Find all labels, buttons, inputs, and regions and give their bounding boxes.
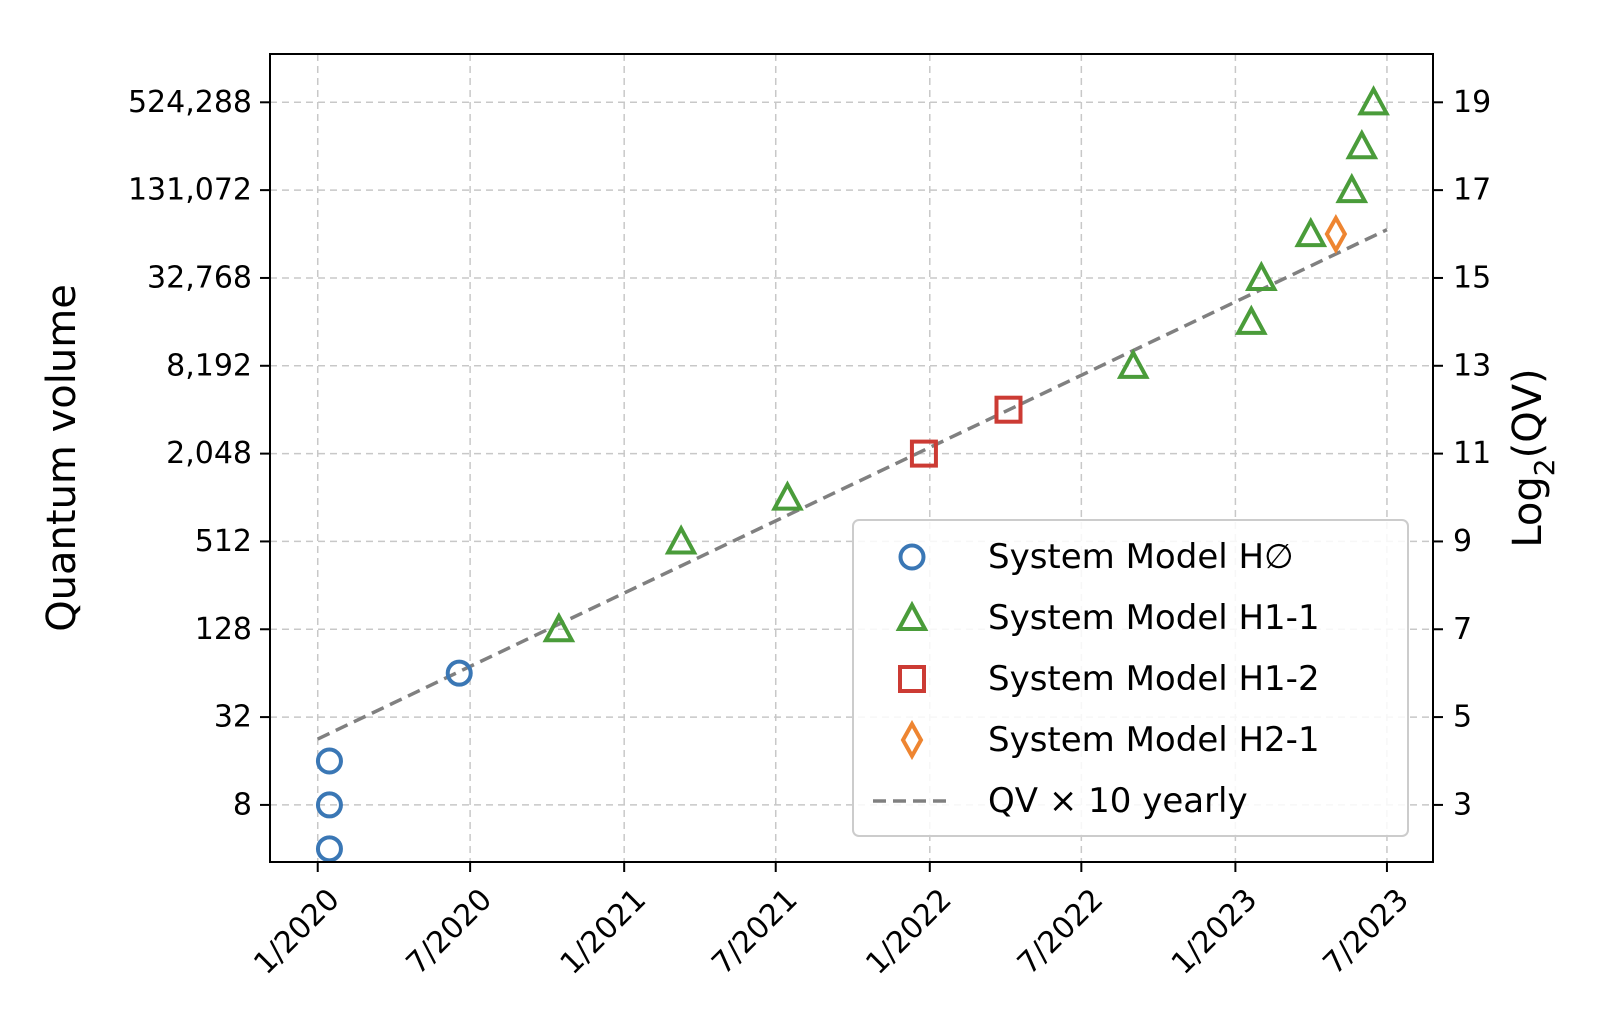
trend-line-layer <box>316 228 1388 741</box>
left-y-tick-label: 32,768 <box>147 260 252 295</box>
legend-swatch-square <box>898 665 926 693</box>
data-point-triangle <box>1335 172 1369 204</box>
data-point-circle <box>445 659 473 687</box>
x-tick-label: 1/2022 <box>859 882 958 981</box>
data-point-square <box>994 395 1023 424</box>
legend-swatch-triangle <box>895 600 929 632</box>
right-y-axis-title: Log2(QV) <box>1505 368 1561 547</box>
legend: System Model H∅ System Model H1-1 System M… <box>852 519 1409 837</box>
left-y-tick-label: 8 <box>233 787 252 822</box>
trend-line <box>316 228 1388 741</box>
x-tick-label: 7/2023 <box>1316 882 1415 981</box>
data-points-layer <box>315 85 1390 863</box>
legend-swatch-diamond <box>900 719 924 761</box>
x-tick-label: 7/2022 <box>1011 882 1110 981</box>
data-point-square <box>909 439 938 468</box>
left-y-tick-label: 512 <box>195 524 252 559</box>
plot-frame <box>269 53 1434 863</box>
data-point-circle <box>315 747 343 775</box>
right-y-tick-label: 17 <box>1453 173 1491 208</box>
legend-label: System Model H1-1 <box>988 598 1320 638</box>
legend-label: System Model H∅ <box>988 537 1294 577</box>
data-point-triangle <box>1245 260 1278 292</box>
right-y-tick-label: 7 <box>1453 612 1472 647</box>
right-y-tick-label: 9 <box>1453 524 1472 559</box>
data-point-triangle <box>1234 304 1268 335</box>
legend-box <box>852 519 1409 837</box>
x-tick-label: 7/2020 <box>400 882 499 981</box>
left-y-tick-label: 2,048 <box>166 436 252 471</box>
data-point-triangle <box>542 612 576 643</box>
x-tick-label: 1/2020 <box>247 882 346 981</box>
data-point-diamond <box>1324 213 1348 255</box>
legend-swatch-circle <box>898 543 926 571</box>
right-y-tick-label: 19 <box>1453 85 1491 120</box>
left-y-tick-label: 524,288 <box>128 85 252 120</box>
x-axis: 1/2020 7/2020 1/2021 7/2021 1/2022 7/2022 1/20… <box>247 862 1416 982</box>
data-point-triangle <box>1357 85 1390 116</box>
right-y-tick-label: 11 <box>1453 436 1491 471</box>
left-y-tick-label: 32 <box>214 700 252 735</box>
right-y-tick-label: 13 <box>1453 348 1491 383</box>
data-point-circle <box>315 835 343 863</box>
legend-label: QV × 10 yearly <box>988 781 1248 821</box>
left-y-tick-label: 131,072 <box>128 173 252 208</box>
legend-label: System Model H2-1 <box>988 720 1320 760</box>
data-point-triangle <box>664 524 698 555</box>
left-y-tick-label: 128 <box>195 612 252 647</box>
right-y-axis: 3 5 7 9 11 13 15 17 19 <box>1433 85 1491 822</box>
left-y-axis-title: Quantum volume <box>39 284 85 632</box>
data-point-triangle <box>1294 216 1328 248</box>
data-point-circle <box>315 791 343 819</box>
data-point-triangle <box>1345 129 1379 160</box>
right-y-tick-label: 5 <box>1453 700 1472 735</box>
x-tick-label: 7/2021 <box>705 882 804 981</box>
right-y-tick-label: 3 <box>1453 787 1472 822</box>
data-point-triangle <box>1116 348 1150 379</box>
x-tick-label: 1/2023 <box>1165 882 1264 981</box>
left-y-tick-label: 8,192 <box>166 348 252 383</box>
legend-label: System Model H1-2 <box>988 659 1320 699</box>
x-tick-label: 1/2021 <box>554 882 653 981</box>
left-y-axis: 8 32 128 512 2,048 8,192 32,768 131,072 524,288 <box>128 85 270 822</box>
right-y-tick-label: 15 <box>1453 260 1491 295</box>
data-point-triangle <box>771 480 804 511</box>
